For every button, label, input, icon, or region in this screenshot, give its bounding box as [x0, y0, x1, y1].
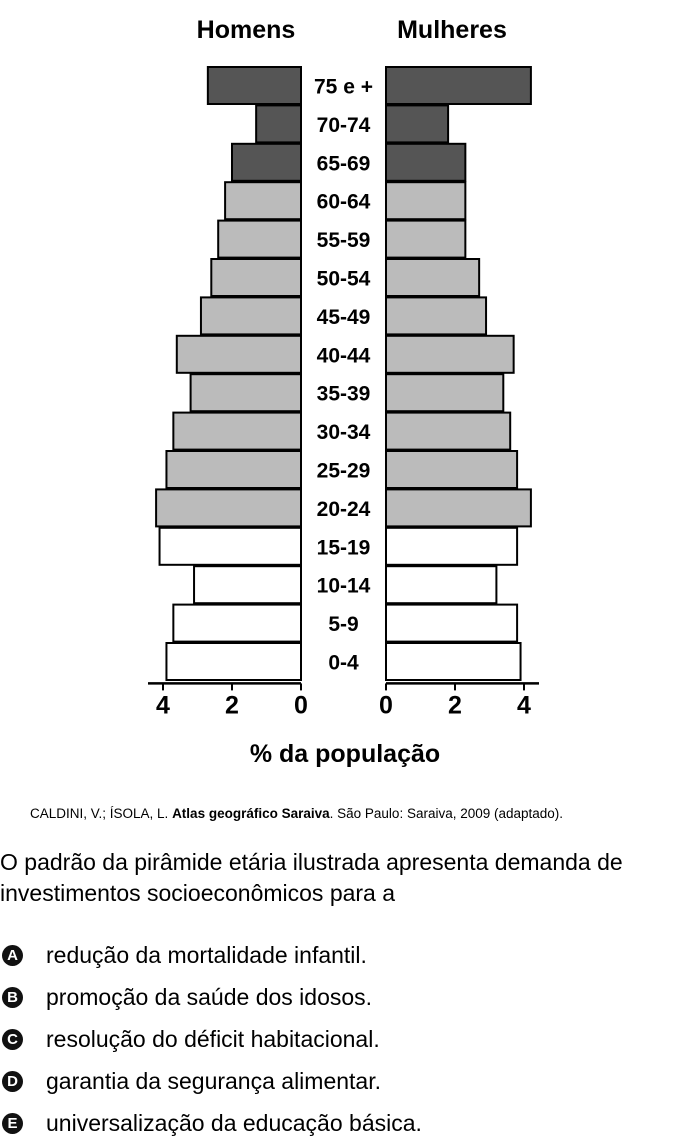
option-e-text: universalização da educação básica. — [46, 1109, 422, 1136]
age-label-45-49: 45-49 — [317, 306, 371, 329]
source-title: Atlas geográfico Saraiva — [172, 806, 330, 821]
age-label-10-14: 10-14 — [317, 575, 371, 598]
bar-men-60-64 — [224, 181, 303, 221]
option-d-text: garantia da segurança alimentar. — [46, 1067, 381, 1094]
bar-men-15-19 — [158, 526, 302, 566]
x-tick-label-men-1: 2 — [225, 691, 239, 719]
x-tick-label-men-0: 4 — [156, 691, 170, 719]
bar-men-10-14 — [193, 565, 302, 605]
age-label-35-39: 35-39 — [317, 383, 371, 406]
bars-men — [155, 66, 303, 681]
age-label-55-59: 55-59 — [317, 229, 371, 252]
bar-men-25-29 — [165, 450, 302, 489]
bar-men-50-54 — [210, 258, 302, 297]
age-label-60-64: 60-64 — [317, 191, 371, 214]
option-d[interactable]: D garantia da segurança alimentar. — [0, 1060, 422, 1102]
option-c[interactable]: C resolução do déficit habitacional. — [0, 1018, 422, 1060]
question-text: O padrão da pirâmide etária ilustrada ap… — [0, 849, 623, 906]
bar-women-45-49 — [385, 296, 488, 336]
age-label-20-24: 20-24 — [317, 498, 371, 521]
bar-women-5-9 — [385, 603, 519, 643]
option-a[interactable]: A redução da mortalidade infantil. — [0, 934, 422, 976]
x-tick-label-men-2: 0 — [294, 691, 308, 719]
bar-women-20-24 — [385, 488, 532, 528]
bar-men-40-44 — [175, 334, 302, 374]
age-label-40-44: 40-44 — [317, 344, 371, 367]
age-labels: 75 e + 70-74 65-69 60-64 55-59 50-54 45-49 40-4… — [314, 76, 373, 675]
chart-title-women: Mulheres — [397, 16, 507, 44]
x-tick-label-women-1: 2 — [448, 691, 462, 719]
option-b[interactable]: B promoção da saúde dos idosos. — [0, 976, 422, 1018]
bar-women-25-29 — [385, 450, 519, 489]
bar-women-40-44 — [385, 334, 515, 374]
bar-women-50-54 — [385, 258, 481, 297]
bar-women-70-74 — [385, 104, 450, 144]
option-b-text: promoção da saúde dos idosos. — [46, 983, 373, 1010]
bar-women-35-39 — [385, 373, 505, 413]
bar-women-0-4 — [385, 642, 522, 681]
bar-men-20-24 — [155, 488, 302, 528]
bar-men-70-74 — [255, 104, 302, 144]
age-label-65-69: 65-69 — [317, 152, 371, 175]
age-label-0-4: 0-4 — [328, 652, 359, 675]
bars-women — [385, 66, 532, 681]
bar-women-60-64 — [385, 181, 467, 221]
population-pyramid-chart: Homens Mulheres 75 e + 70-74 65-69 60-64 55-… — [148, 16, 539, 768]
source-citation: CALDINI, V.; ÍSOLA, L. Atlas geográfico … — [30, 806, 563, 821]
bar-men-35-39 — [189, 373, 303, 413]
source-authors: CALDINI, V.; ÍSOLA, L. — [30, 806, 173, 821]
bar-women-65-69 — [385, 142, 467, 182]
bar-men-55-59 — [217, 219, 302, 259]
source-details: . São Paulo: Saraiva, 2009 (adaptado). — [329, 806, 564, 821]
age-label-70-74: 70-74 — [317, 114, 371, 137]
option-letter-d-badge: D — [2, 1070, 23, 1092]
x-tick-labels: 4 2 0 0 2 4 — [156, 691, 531, 719]
option-a-text: redução da mortalidade infantil. — [46, 941, 367, 968]
bar-men-0-4 — [165, 642, 302, 681]
age-label-50-54: 50-54 — [317, 268, 371, 291]
x-axis-label: % da população — [250, 740, 440, 768]
option-c-text: resolução do déficit habitacional. — [46, 1025, 380, 1052]
option-letter-a-badge: A — [2, 944, 23, 966]
bar-men-45-49 — [199, 296, 302, 336]
age-label-15-19: 15-19 — [317, 536, 371, 559]
x-axes — [148, 682, 539, 691]
option-letter-e-badge: E — [2, 1112, 23, 1134]
bar-women-75 e + — [385, 66, 532, 105]
age-label-75 e +: 75 e + — [314, 76, 373, 99]
answer-options: A redução da mortalidade infantil. B pro… — [0, 934, 422, 1144]
option-letter-b-badge: B — [2, 986, 23, 1008]
bar-women-55-59 — [385, 219, 467, 259]
bar-men-75 e + — [206, 66, 303, 105]
bar-men-65-69 — [231, 142, 302, 182]
bar-women-30-34 — [385, 411, 512, 451]
age-label-30-34: 30-34 — [317, 421, 371, 444]
bar-men-5-9 — [172, 603, 303, 643]
age-label-25-29: 25-29 — [317, 460, 371, 483]
x-tick-label-women-2: 4 — [517, 691, 531, 719]
option-letter-c-badge: C — [2, 1028, 23, 1050]
age-label-5-9: 5-9 — [328, 613, 358, 636]
chart-title-men: Homens — [197, 16, 296, 44]
bar-women-10-14 — [385, 565, 498, 605]
bar-women-15-19 — [385, 526, 519, 566]
x-tick-label-women-0: 0 — [379, 691, 393, 719]
option-e[interactable]: E universalização da educação básica. — [0, 1102, 422, 1144]
bar-men-30-34 — [172, 411, 303, 451]
